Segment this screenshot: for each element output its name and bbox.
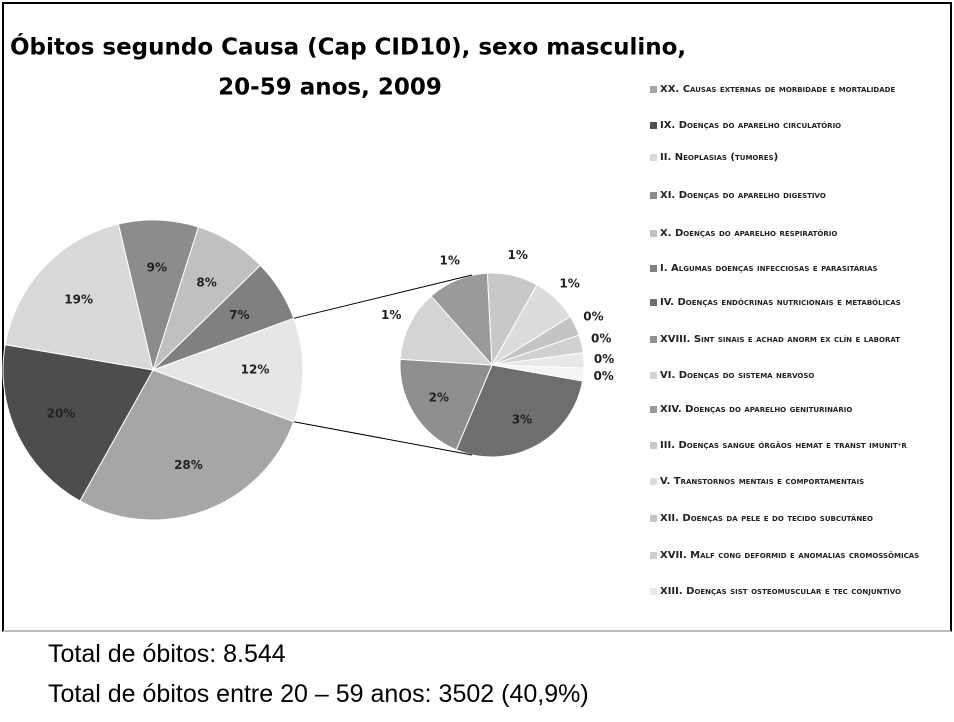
data-label: 1%: [507, 248, 527, 262]
pie-slice: [491, 364, 585, 382]
legend-entry: V. Transtornos mentais e comportamentais: [650, 476, 954, 488]
legend-entry: VI. Doenças do sistema nervoso: [650, 370, 954, 382]
chart-title: 20-59 anos, 2009: [218, 75, 442, 101]
legend-swatch: [650, 122, 657, 129]
data-label: 8%: [196, 276, 216, 290]
legend-swatch: [650, 406, 657, 413]
legend-swatch: [650, 230, 657, 237]
legend-swatch: [650, 336, 657, 343]
connector-line: [293, 274, 473, 319]
legend-label: XVIII. Sint sinais e achad anorm ex clín…: [660, 334, 900, 345]
legend-label: II. Neoplasias (tumores): [660, 152, 779, 163]
legend-entry: III. Doenças sangue órgãos hemat e trans…: [650, 440, 954, 452]
chart-frame: [2, 2, 952, 632]
data-label: 2%: [429, 390, 449, 404]
legend-entry: I. Algumas doenças infecciosas e parasit…: [650, 263, 954, 275]
data-label: 28%: [174, 458, 203, 472]
legend-label: V. Transtornos mentais e comportamentais: [660, 476, 865, 487]
pie-slice: [79, 369, 295, 521]
legend-label: IV. Doenças endócrinas nutricionais e me…: [660, 297, 901, 308]
legend-entry: XX. Causas externas de morbidade e morta…: [650, 84, 954, 96]
data-label: 20%: [47, 407, 76, 421]
footer-text: Total de óbitos entre 20 – 59 anos: 3502…: [48, 680, 589, 708]
legend-entry: XI. Doenças do aparelho digestivo: [650, 190, 954, 202]
pie-slice: [2, 344, 154, 502]
data-label: 7%: [229, 308, 249, 322]
data-label: 0%: [593, 369, 613, 383]
data-label: 1%: [381, 308, 401, 322]
legend-entry: II. Neoplasias (tumores): [650, 152, 954, 164]
data-label: 12%: [241, 363, 270, 377]
legend-swatch: [650, 299, 657, 306]
legend-entry: IV. Doenças endócrinas nutricionais e me…: [650, 297, 954, 309]
data-label: 0%: [583, 309, 603, 323]
legend-label: III. Doenças sangue órgãos hemat e trans…: [660, 440, 907, 451]
legend-swatch: [650, 372, 657, 379]
data-label: 19%: [64, 293, 93, 307]
legend-entry: X. Doenças do aparelho respiratório: [650, 228, 954, 240]
legend-label: XII. Doenças da pele e do tecido subcutâ…: [660, 513, 873, 524]
pie-slice: [455, 364, 584, 458]
pie-slice: [4, 223, 154, 371]
legend-label: XVII. Malf cong deformid e anomalias cro…: [660, 550, 920, 561]
legend-label: IX. Doenças do aparelho circulatório: [660, 120, 842, 131]
data-label: 3%: [512, 412, 532, 426]
chart-title: Óbitos segundo Causa (Cap CID10), sexo m…: [10, 33, 686, 61]
pie-slice: [399, 358, 493, 451]
legend-label: XI. Doenças do aparelho digestivo: [660, 190, 826, 201]
legend-swatch: [650, 442, 657, 449]
legend-swatch: [650, 478, 657, 485]
pie-slice: [399, 295, 494, 366]
legend-swatch: [650, 552, 657, 559]
legend-swatch: [650, 154, 657, 161]
legend-label: XX. Causas externas de morbidade e morta…: [660, 84, 896, 95]
legend-entry: XIV. Doenças do aparelho geniturinário: [650, 404, 954, 416]
legend-label: XIII. Doenças sist osteomuscular e tec c…: [660, 586, 901, 597]
legend-label: VI. Doenças do sistema nervoso: [660, 370, 815, 381]
legend-entry: XIII. Doenças sist osteomuscular e tec c…: [650, 586, 954, 598]
legend-swatch: [650, 588, 657, 595]
legend-entry: XVII. Malf cong deformid e anomalias cro…: [650, 550, 954, 562]
data-label: 9%: [147, 261, 167, 275]
connector-line: [293, 421, 473, 456]
legend-swatch: [650, 265, 657, 272]
legend-swatch: [650, 192, 657, 199]
legend-entry: IX. Doenças do aparelho circulatório: [650, 120, 954, 132]
legend-entry: XVIII. Sint sinais e achad anorm ex clín…: [650, 334, 954, 346]
legend-label: X. Doenças do aparelho respiratório: [660, 228, 838, 239]
legend-label: XIV. Doenças do aparelho geniturinário: [660, 404, 853, 415]
legend-label: I. Algumas doenças infecciosas e parasit…: [660, 263, 878, 274]
pie-slice: [151, 317, 304, 423]
chart: Óbitos segundo Causa (Cap CID10), sexo m…: [2, 33, 686, 521]
data-label: 0%: [594, 352, 614, 366]
data-label: 0%: [591, 332, 611, 346]
data-label: 1%: [440, 254, 460, 268]
footer-text: Total de óbitos: 8.544: [48, 640, 286, 668]
legend-swatch: [650, 86, 657, 93]
data-label: 1%: [559, 276, 579, 290]
legend-entry: XII. Doenças da pele e do tecido subcutâ…: [650, 513, 954, 525]
legend-swatch: [650, 515, 657, 522]
